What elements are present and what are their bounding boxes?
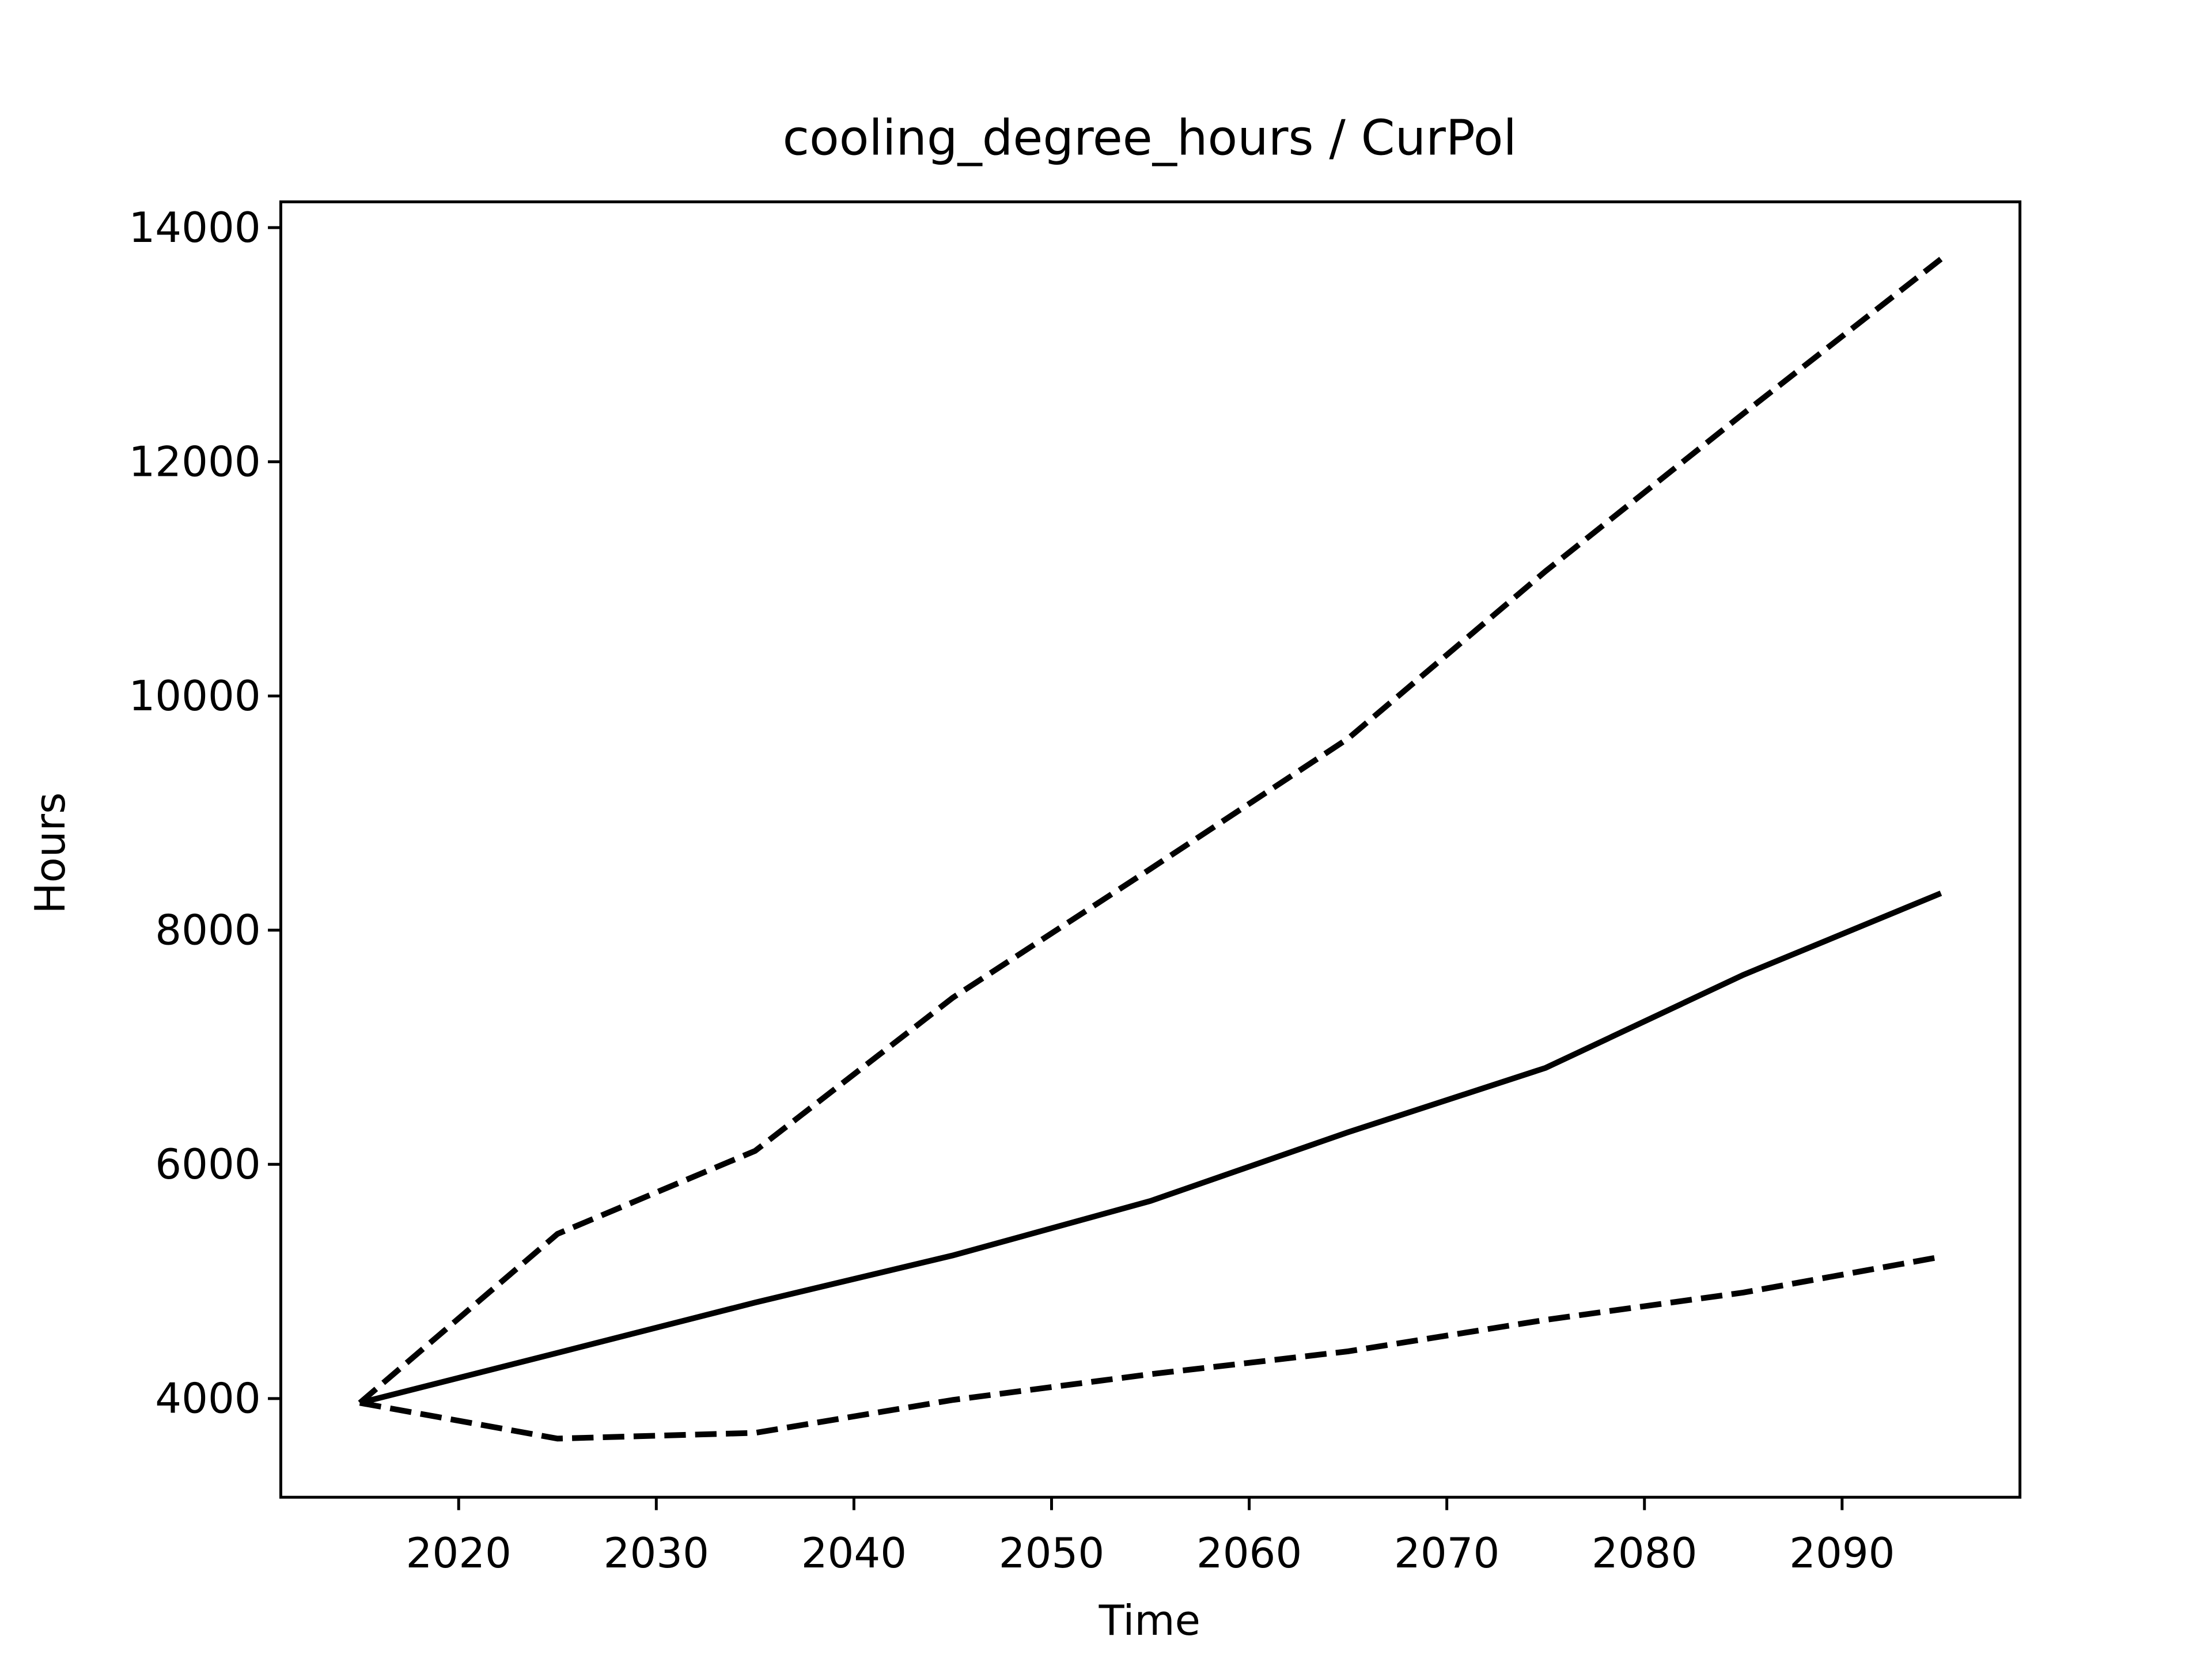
y-tick-label: 6000 <box>155 1140 260 1188</box>
y-tick-label: 4000 <box>155 1374 260 1423</box>
x-tick-label: 2030 <box>604 1529 709 1577</box>
x-axis-label: Time <box>1099 1596 1200 1645</box>
series-line <box>358 256 1943 1406</box>
chart-title: cooling_degree_hours / CurPol <box>783 109 1517 166</box>
series-line <box>359 1253 1942 1442</box>
y-tick-label: 12000 <box>128 437 260 486</box>
x-tick-label: 2050 <box>999 1529 1104 1577</box>
x-tick-label: 2090 <box>1789 1529 1895 1577</box>
plot-frame <box>279 200 2022 1499</box>
y-tick-label: 8000 <box>155 906 260 955</box>
series-line <box>359 891 1942 1406</box>
x-tick-label: 2060 <box>1196 1529 1302 1577</box>
x-tick-label: 2070 <box>1394 1529 1499 1577</box>
x-tick-label: 2020 <box>406 1529 512 1577</box>
y-tick-label: 10000 <box>128 672 260 720</box>
y-axis-label: Hours <box>26 792 74 914</box>
x-tick-label: 2040 <box>801 1529 907 1577</box>
y-tick-label: 14000 <box>128 203 260 252</box>
x-tick-label: 2080 <box>1592 1529 1697 1577</box>
